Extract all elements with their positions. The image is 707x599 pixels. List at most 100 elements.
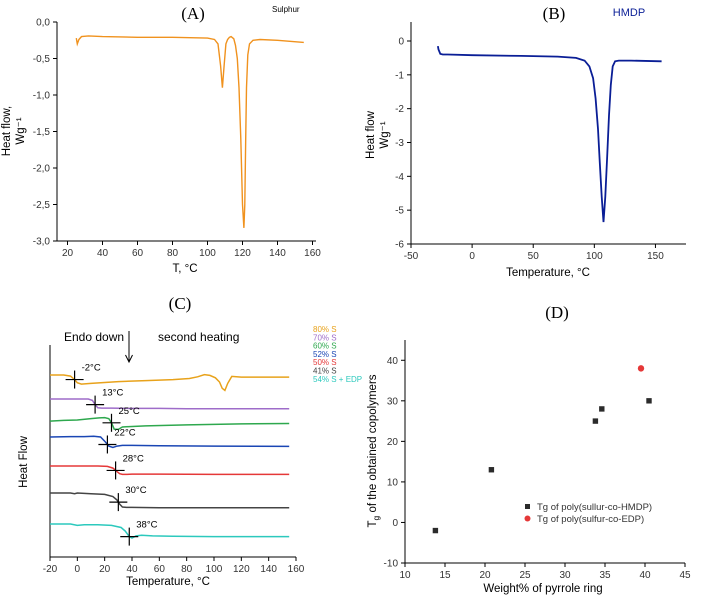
- panel-c-tg-label: -2°C: [82, 363, 101, 374]
- panel-c-trace-5: 28°C: [50, 453, 290, 480]
- panel-d-ytick-label: 10: [387, 477, 399, 488]
- panel-c-title: second heating: [158, 330, 239, 344]
- panel-d-xtick-label: 40: [639, 570, 651, 581]
- panel-d-legend-item: Tg of poly(sullur-co-HMDP): [537, 502, 652, 513]
- panel-d-point-hmdp: [646, 398, 652, 404]
- panel-c-xtick-label: 20: [99, 564, 111, 575]
- panel-d-legend-item: Tg of poly(sulfur-co-EDP): [537, 514, 644, 525]
- panel-d-ylabel-t: T: [367, 520, 379, 527]
- panel-a-ytick-label: -1,5: [33, 127, 51, 138]
- panel-c-tg-label: 28°C: [123, 453, 144, 464]
- panel-c-ylabel: Heat Flow: [18, 435, 30, 487]
- panel-a-ylabel: Heat flow,: [1, 106, 13, 157]
- panel-d-xtick-label: 15: [439, 570, 451, 581]
- panel-b-x-ticks: -50 0 50 100 150: [404, 244, 664, 262]
- panel-c-legend-item: 70% S: [313, 333, 337, 342]
- panel-a-y-ticks: 0,0 -0,5 -1,0 -1,5 -2,0 -2,5 -3,0: [33, 18, 57, 248]
- panel-b-ytick-label: 0: [398, 37, 404, 48]
- panel-a-ytick-label: -3,0: [33, 237, 51, 248]
- panel-c-xtick-label: -20: [43, 564, 58, 575]
- panel-c-legend-item: 54% S + EDP: [313, 375, 362, 384]
- panel-b-title: HMDP: [613, 7, 645, 19]
- panel-b-ylabel: Heat flow: [365, 110, 377, 159]
- panel-b-xtick-label: 100: [586, 251, 603, 262]
- panel-c-xtick-label: 120: [233, 564, 250, 575]
- panel-c-legend-item: 80% S: [313, 325, 337, 334]
- panel-d-x-ticks: 10 15 20 25 30 35 40 45: [399, 563, 691, 581]
- panel-d-ytick-label: 40: [387, 356, 399, 367]
- panel-b-ytick-label: -3: [395, 138, 404, 149]
- panel-d-xlabel: Weight% of pyrrole ring: [483, 583, 602, 595]
- panel-c-xtick-label: 0: [75, 564, 81, 575]
- panel-a-letter: (A): [181, 4, 205, 23]
- panel-d-xtick-label: 35: [599, 570, 611, 581]
- panel-a-xlabel: T, °C: [172, 263, 197, 275]
- panel-d-letter: (D): [545, 303, 569, 322]
- panel-c-trace-7: 38°C: [50, 520, 290, 546]
- panel-c-series-lines: -2°C 13°C 25°C 22°C 28°C 30°C 38°C: [49, 363, 290, 546]
- panel-a-xtick-label: 100: [199, 248, 216, 259]
- panel-a-xtick-label: 160: [304, 248, 321, 259]
- panel-a-xtick-label: 20: [62, 248, 74, 259]
- panel-c-letter: (C): [169, 294, 192, 313]
- panel-c-trace-6: 30°C: [50, 485, 290, 512]
- panel-c-curve: [50, 398, 290, 410]
- endo-arrow: [125, 331, 133, 364]
- panel-d-ytick-label: 30: [387, 396, 399, 407]
- panel-c-trace-2: 13°C: [50, 388, 290, 414]
- panel-d-point-hmdp: [488, 467, 495, 473]
- panel-a-ytick-label: -2,5: [33, 200, 51, 211]
- panel-b-series-line: [437, 45, 662, 223]
- panel-c-curve: [50, 523, 290, 539]
- panel-c-tg-label: 30°C: [125, 485, 146, 496]
- panel-a-xtick-label: 120: [234, 248, 251, 259]
- panel-c-curve: [50, 373, 290, 392]
- panel-a-axes: [56, 22, 316, 242]
- panel-c-xtick-label: 60: [154, 564, 166, 575]
- panel-d-legend: Tg of poly(sullur-co-HMDP)Tg of poly(sul…: [524, 502, 652, 525]
- panel-d-xtick-label: 10: [399, 570, 411, 581]
- panel-b-xlabel: Temperature, °C: [506, 267, 590, 279]
- panel-c-xtick-label: 140: [260, 564, 277, 575]
- panel-c-xlabel: Temperature, °C: [126, 576, 210, 588]
- panel-d-ytick-label: -10: [384, 559, 399, 570]
- panel-a-ylabel-units: Wg⁻¹: [15, 117, 27, 144]
- panel-d-points: [432, 365, 652, 534]
- panel-a-xtick-label: 140: [269, 248, 286, 259]
- panel-b-xtick-label: -50: [404, 251, 419, 262]
- panel-d: (D) 10 15 20 25 30 35 40 45 -10 0 10 20 30 40 Tg of …: [367, 303, 691, 595]
- panel-c-xtick-label: 40: [126, 564, 138, 575]
- panel-c-xtick-label: 160: [288, 564, 305, 575]
- panel-a-xtick-label: 60: [132, 248, 144, 259]
- panel-c-legend: 80% S70% S60% S52% S50% S41% S54% S + ED…: [313, 325, 362, 384]
- panel-c-curve: [49, 416, 290, 431]
- panel-c-legend-item: 60% S: [313, 342, 337, 351]
- panel-a-ytick-label: -2,0: [33, 164, 51, 175]
- panel-c-curve: [50, 492, 290, 509]
- panel-b-xtick-label: 150: [647, 251, 664, 262]
- panel-c-trace-1: -2°C: [50, 363, 290, 392]
- panel-d-xtick-label: 45: [679, 570, 691, 581]
- panel-d-legend-marker: [525, 504, 530, 509]
- panel-d-ytick-label: 0: [392, 518, 398, 529]
- panel-c-curve: [50, 465, 290, 476]
- panel-a-xtick-label: 80: [167, 248, 179, 259]
- panel-c-trace-3: 25°C: [49, 406, 290, 432]
- panel-b-ytick-label: -5: [395, 206, 404, 217]
- panel-d-ylabel-sub: g: [371, 515, 381, 520]
- panel-c-tg-label: 38°C: [136, 520, 157, 531]
- panel-a-title: Sulphur: [272, 5, 300, 14]
- panel-c-xtick-label: 80: [181, 564, 193, 575]
- panel-b-ytick-label: -4: [395, 172, 404, 183]
- panel-c-legend-item: 41% S: [313, 367, 337, 376]
- panel-d-legend-marker: [524, 515, 531, 522]
- panel-c-legend-item: 52% S: [313, 350, 337, 359]
- panel-b-ytick-label: -2: [395, 104, 404, 115]
- panel-d-ytick-label: 20: [387, 437, 399, 448]
- panel-c-xtick-label: 100: [206, 564, 223, 575]
- panel-c-curve: [49, 435, 290, 449]
- panel-d-ylabel: Tg of the obtained copolymers: [367, 374, 381, 527]
- panel-a-xtick-label: 40: [97, 248, 109, 259]
- panel-b-letter: (B): [543, 4, 566, 23]
- panel-d-xtick-label: 20: [479, 570, 491, 581]
